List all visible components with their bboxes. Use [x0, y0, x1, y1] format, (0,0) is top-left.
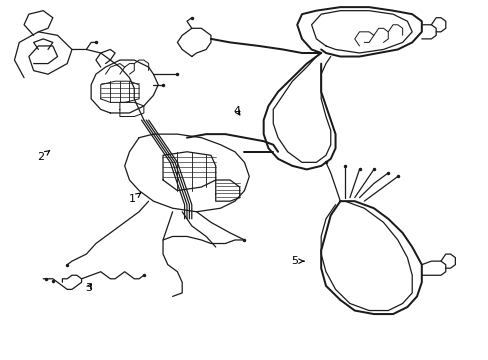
- Text: 5: 5: [291, 256, 304, 266]
- Text: 4: 4: [233, 106, 241, 116]
- Text: 2: 2: [37, 150, 50, 162]
- Text: 1: 1: [128, 193, 141, 204]
- Text: 3: 3: [85, 283, 92, 293]
